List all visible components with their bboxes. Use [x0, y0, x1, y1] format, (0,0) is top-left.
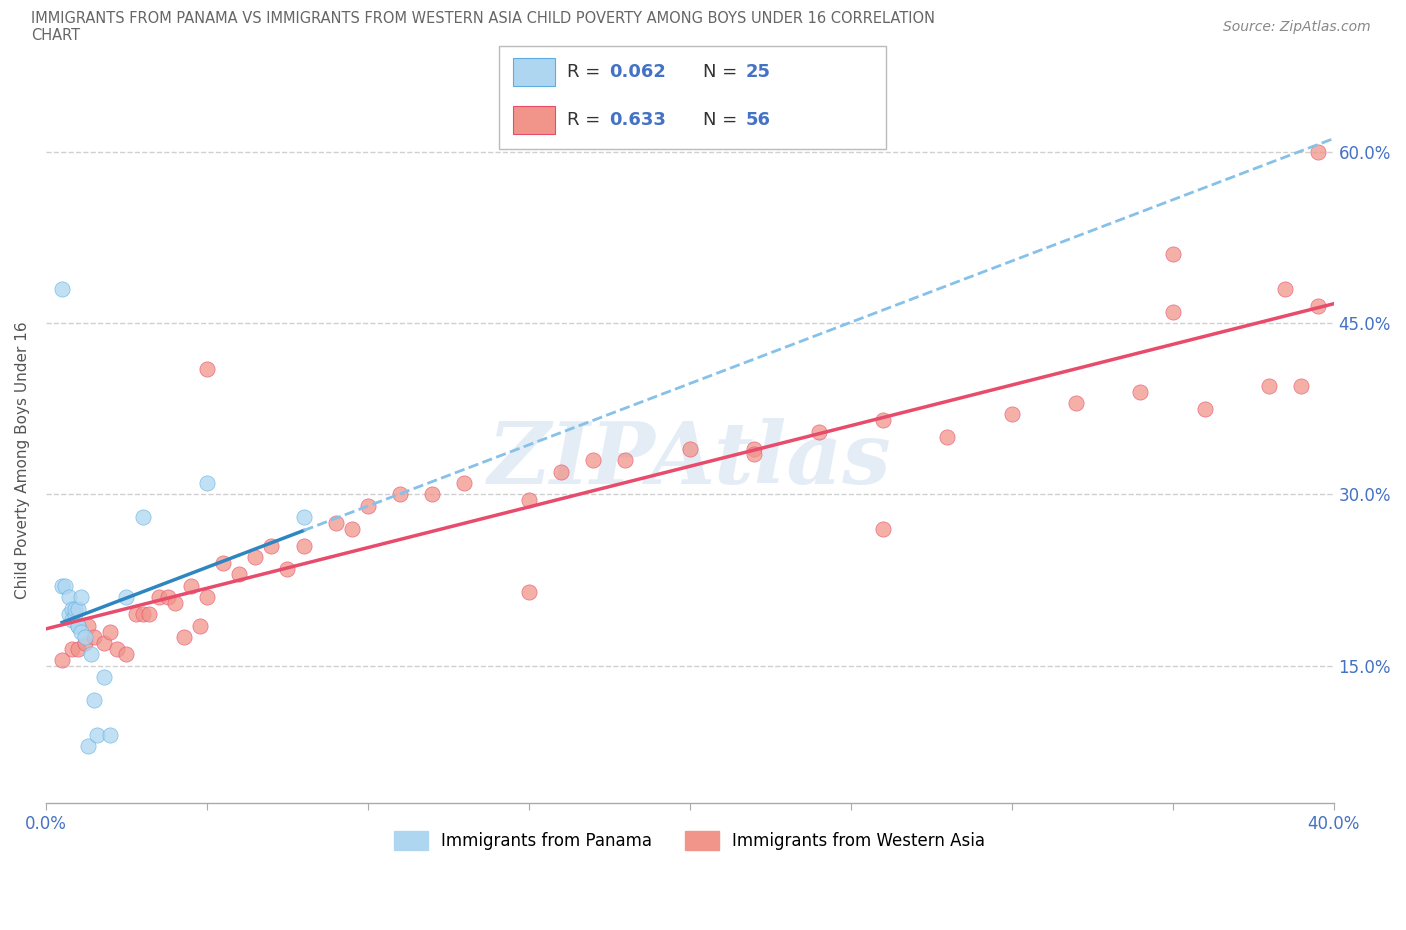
Point — [173, 630, 195, 644]
Text: Source: ZipAtlas.com: Source: ZipAtlas.com — [1223, 20, 1371, 34]
Text: N =: N = — [703, 112, 742, 129]
Point — [83, 630, 105, 644]
Point — [1306, 144, 1329, 159]
Point — [1161, 304, 1184, 319]
Point — [157, 590, 180, 604]
Point — [1274, 281, 1296, 296]
Point — [325, 515, 347, 530]
Point — [742, 442, 765, 457]
Point — [80, 647, 103, 662]
Point — [70, 624, 93, 639]
Point — [105, 642, 128, 657]
Point — [614, 453, 637, 468]
Point — [517, 493, 540, 508]
Point — [1306, 299, 1329, 313]
Point — [73, 635, 96, 650]
Text: R =: R = — [567, 63, 606, 81]
Point — [1258, 379, 1281, 393]
Text: 25: 25 — [745, 63, 770, 81]
Point — [51, 281, 73, 296]
Point — [148, 590, 170, 604]
Point — [1129, 384, 1152, 399]
Point — [292, 538, 315, 553]
Point — [63, 607, 86, 622]
Point — [53, 578, 76, 593]
Point — [98, 727, 121, 742]
Point — [195, 362, 218, 377]
Point — [58, 590, 80, 604]
Point — [76, 618, 98, 633]
Point — [180, 578, 202, 593]
Point — [212, 555, 235, 570]
Text: IMMIGRANTS FROM PANAMA VS IMMIGRANTS FROM WESTERN ASIA CHILD POVERTY AMONG BOYS : IMMIGRANTS FROM PANAMA VS IMMIGRANTS FRO… — [31, 11, 935, 26]
Point — [1161, 247, 1184, 262]
Point — [131, 510, 153, 525]
Point — [93, 635, 115, 650]
Point — [125, 607, 148, 622]
Text: 0.633: 0.633 — [609, 112, 665, 129]
Text: R =: R = — [567, 112, 606, 129]
Point — [58, 607, 80, 622]
Point — [340, 522, 363, 537]
Point — [190, 618, 212, 633]
Point — [357, 498, 380, 513]
Point — [807, 424, 830, 439]
Text: 56: 56 — [745, 112, 770, 129]
Text: ZIPAtlas: ZIPAtlas — [488, 418, 891, 502]
Y-axis label: Child Poverty Among Boys Under 16: Child Poverty Among Boys Under 16 — [15, 322, 30, 599]
Point — [67, 618, 90, 633]
Text: CHART: CHART — [31, 28, 80, 43]
Point — [131, 607, 153, 622]
Point — [73, 630, 96, 644]
Point — [453, 475, 475, 490]
Point — [60, 613, 83, 628]
Point — [550, 464, 572, 479]
Point — [195, 590, 218, 604]
Point — [70, 590, 93, 604]
Point — [936, 430, 959, 445]
Point — [115, 647, 138, 662]
Point — [93, 670, 115, 684]
Point — [138, 607, 160, 622]
Point — [517, 584, 540, 599]
Legend: Immigrants from Panama, Immigrants from Western Asia: Immigrants from Panama, Immigrants from … — [388, 824, 991, 857]
Point — [389, 487, 412, 502]
Point — [60, 642, 83, 657]
Point — [76, 738, 98, 753]
Point — [1064, 395, 1087, 410]
Point — [872, 522, 894, 537]
Point — [1194, 402, 1216, 417]
Point — [872, 413, 894, 428]
Point — [67, 642, 90, 657]
Text: 0.062: 0.062 — [609, 63, 665, 81]
Point — [67, 618, 90, 633]
Point — [1291, 379, 1313, 393]
Point — [276, 562, 298, 577]
Point — [115, 590, 138, 604]
Point — [51, 653, 73, 668]
Point — [1001, 407, 1024, 422]
Point — [582, 453, 605, 468]
Point — [420, 487, 443, 502]
Point — [245, 550, 267, 565]
Point — [260, 538, 283, 553]
Point — [742, 447, 765, 462]
Point — [63, 602, 86, 617]
Point — [292, 510, 315, 525]
Point — [83, 693, 105, 708]
Point — [98, 624, 121, 639]
Point — [228, 567, 250, 582]
Point — [679, 442, 702, 457]
Point — [195, 475, 218, 490]
Point — [51, 578, 73, 593]
Point — [67, 602, 90, 617]
Point — [163, 595, 186, 610]
Text: N =: N = — [703, 63, 742, 81]
Point — [60, 602, 83, 617]
Point — [86, 727, 108, 742]
